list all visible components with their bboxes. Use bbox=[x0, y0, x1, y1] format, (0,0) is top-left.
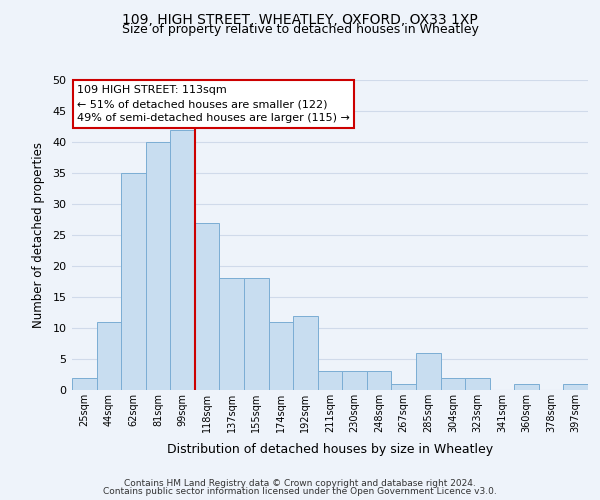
Bar bbox=[440, 378, 465, 390]
Bar bbox=[146, 142, 170, 390]
Bar bbox=[465, 378, 490, 390]
Text: Contains HM Land Registry data © Crown copyright and database right 2024.: Contains HM Land Registry data © Crown c… bbox=[124, 478, 476, 488]
Bar bbox=[318, 372, 342, 390]
Bar bbox=[97, 322, 121, 390]
Y-axis label: Number of detached properties: Number of detached properties bbox=[32, 142, 46, 328]
Bar bbox=[269, 322, 293, 390]
Bar bbox=[416, 353, 440, 390]
Bar bbox=[563, 384, 588, 390]
Bar bbox=[514, 384, 539, 390]
Bar bbox=[195, 222, 220, 390]
Bar bbox=[293, 316, 318, 390]
Bar bbox=[367, 372, 391, 390]
Bar bbox=[244, 278, 269, 390]
Bar bbox=[391, 384, 416, 390]
Bar bbox=[342, 372, 367, 390]
Bar bbox=[170, 130, 195, 390]
Bar bbox=[220, 278, 244, 390]
X-axis label: Distribution of detached houses by size in Wheatley: Distribution of detached houses by size … bbox=[167, 444, 493, 456]
Text: 109, HIGH STREET, WHEATLEY, OXFORD, OX33 1XP: 109, HIGH STREET, WHEATLEY, OXFORD, OX33… bbox=[122, 12, 478, 26]
Text: 109 HIGH STREET: 113sqm
← 51% of detached houses are smaller (122)
49% of semi-d: 109 HIGH STREET: 113sqm ← 51% of detache… bbox=[77, 84, 350, 124]
Bar bbox=[72, 378, 97, 390]
Text: Size of property relative to detached houses in Wheatley: Size of property relative to detached ho… bbox=[122, 22, 478, 36]
Text: Contains public sector information licensed under the Open Government Licence v3: Contains public sector information licen… bbox=[103, 487, 497, 496]
Bar bbox=[121, 173, 146, 390]
